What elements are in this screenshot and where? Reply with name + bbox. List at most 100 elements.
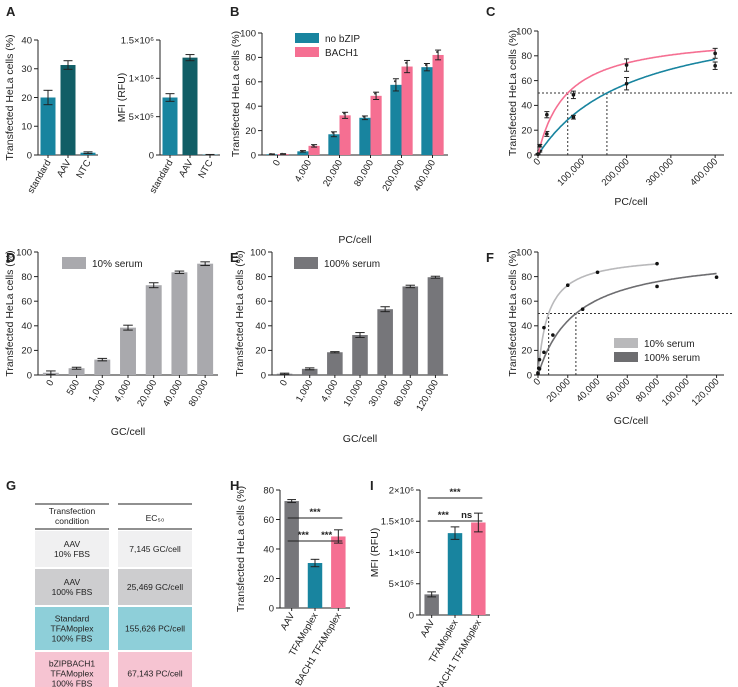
B-x-tick-label: 80,000 bbox=[352, 158, 376, 189]
C-error-bar bbox=[544, 111, 550, 119]
A2-error-bar bbox=[165, 93, 175, 102]
F-y-tick-label: 100 bbox=[516, 247, 532, 258]
B-data-point bbox=[343, 112, 346, 115]
E-error-bar bbox=[279, 372, 290, 375]
D-bar bbox=[94, 359, 111, 375]
B-legend-swatch bbox=[295, 47, 319, 57]
B-data-point bbox=[436, 51, 439, 54]
F-x-tick-label: 40,000 bbox=[574, 376, 602, 404]
H-y-tick-label: 60 bbox=[263, 515, 274, 526]
B-y-tick-label: 100 bbox=[240, 28, 256, 39]
H-y-tick-label: 20 bbox=[263, 574, 274, 585]
A2-x-tick-label: NTC bbox=[196, 158, 215, 181]
H-bar bbox=[307, 563, 323, 608]
G-row-value-text: 25,469 GC/cell bbox=[127, 582, 183, 592]
B-bar-bach1 bbox=[308, 145, 320, 155]
E-y-tick-label: 80 bbox=[255, 272, 266, 283]
panel-label-I: I bbox=[370, 478, 374, 493]
H-significance-label: *** bbox=[298, 530, 309, 541]
E-y-label: Transfected HeLa cells (%) bbox=[234, 250, 246, 376]
B-data-point bbox=[312, 144, 315, 147]
E-error-bar bbox=[380, 306, 390, 313]
B-bar-no-bzip bbox=[390, 84, 402, 155]
H-bar bbox=[284, 501, 299, 608]
F-x-label: GC/cell bbox=[614, 415, 648, 427]
B-data-point bbox=[300, 149, 303, 152]
I-y-tick-label: 5×10⁵ bbox=[389, 579, 414, 590]
F-fit-curve-10-serum bbox=[537, 263, 657, 376]
A2-error-bar bbox=[185, 54, 195, 62]
C-y-tick-label: 80 bbox=[521, 51, 532, 62]
E-bar bbox=[402, 286, 419, 375]
F-data-point-100-serum bbox=[542, 350, 546, 355]
A2-y-tick-label: 5×10⁵ bbox=[129, 112, 154, 123]
B-legend-label: BACH1 bbox=[325, 48, 359, 59]
B-y-tick-label: 20 bbox=[245, 126, 256, 137]
E-error-bar bbox=[330, 351, 340, 354]
F-data-point-100-serum bbox=[655, 284, 659, 289]
G-row-value-cell bbox=[118, 607, 192, 650]
I-y-label: MFI (RFU) bbox=[369, 528, 381, 578]
E-x-tick-label: 0 bbox=[278, 378, 290, 388]
G-row-condition-text: 10% FBS bbox=[54, 549, 90, 559]
G-header-condition: Transfection bbox=[49, 506, 96, 516]
E-y-tick-label: 20 bbox=[255, 346, 266, 357]
G-row-condition-text: TFAMoplex bbox=[51, 669, 95, 679]
E-error-bar bbox=[430, 275, 441, 279]
D-y-label: Transfected HeLa cells (%) bbox=[4, 250, 16, 376]
B-legend-swatch bbox=[295, 33, 319, 43]
C-y-tick-label: 20 bbox=[521, 126, 532, 137]
B-bar-no-bzip bbox=[328, 134, 340, 155]
G-row-value-text: 155,626 PC/cell bbox=[125, 624, 185, 634]
F-x-tick-label: 60,000 bbox=[604, 376, 632, 404]
F-data-point-10-serum bbox=[542, 325, 546, 330]
I-bar bbox=[447, 533, 463, 615]
A1-x-tick-label: NTC bbox=[74, 158, 93, 181]
F-data-point-100-serum bbox=[537, 367, 542, 371]
A1-y-tick-label: 40 bbox=[21, 35, 32, 46]
G-row-condition-text: Standard bbox=[55, 614, 90, 624]
C-error-bar bbox=[624, 58, 630, 72]
I-significance-label: *** bbox=[438, 510, 449, 521]
I-y-tick-label: 1.5×10⁶ bbox=[381, 517, 414, 528]
B-y-tick-label: 60 bbox=[245, 77, 256, 88]
I-y-tick-label: 2×10⁶ bbox=[389, 485, 414, 496]
G-header-ec50: EC₅₀ bbox=[146, 513, 165, 523]
G-row-condition-text: 100% FBS bbox=[52, 634, 93, 644]
B-error-bar bbox=[423, 63, 430, 72]
A1-error-bar bbox=[63, 60, 73, 70]
B-x-tick-label: 200,000 bbox=[380, 158, 407, 193]
C-error-bar bbox=[712, 47, 718, 59]
E-x-label: GC/cell bbox=[343, 433, 377, 445]
D-x-tick-label: 80,000 bbox=[187, 378, 211, 409]
G-row-value-cell bbox=[118, 652, 192, 687]
E-bar bbox=[427, 277, 444, 375]
H-y-tick-label: 80 bbox=[263, 485, 274, 496]
E-x-tick-label: 4,000 bbox=[319, 378, 340, 404]
I-error-bar bbox=[473, 512, 483, 533]
C-x-tick-label: 100,000 bbox=[555, 156, 587, 188]
B-y-label: Transfected HeLa cells (%) bbox=[230, 31, 242, 157]
B-data-point bbox=[374, 92, 377, 95]
I-error-bar bbox=[427, 591, 437, 598]
B-x-label: PC/cell bbox=[338, 234, 371, 246]
B-error-bar bbox=[311, 144, 318, 148]
E-bar bbox=[377, 309, 393, 375]
I-x-tick-label: AAV bbox=[419, 617, 438, 639]
A1-bar bbox=[60, 65, 76, 155]
A1-bar bbox=[40, 97, 56, 155]
B-error-bar bbox=[342, 111, 349, 119]
B-error-bar bbox=[373, 91, 380, 100]
F-data-point-100-serum bbox=[714, 275, 719, 280]
B-error-bar bbox=[435, 49, 442, 61]
F-legend-label: 100% serum bbox=[644, 353, 700, 364]
panel-label-B: B bbox=[230, 4, 239, 19]
C-x-tick-label: 300,000 bbox=[644, 156, 676, 188]
I-y-tick-label: 1×10⁶ bbox=[389, 548, 414, 559]
A1-y-tick-label: 30 bbox=[21, 64, 32, 75]
G-row-value-cell bbox=[118, 569, 192, 605]
H-bar bbox=[331, 536, 346, 608]
C-x-tick-label: 0 bbox=[532, 156, 544, 168]
B-data-point bbox=[393, 80, 396, 83]
